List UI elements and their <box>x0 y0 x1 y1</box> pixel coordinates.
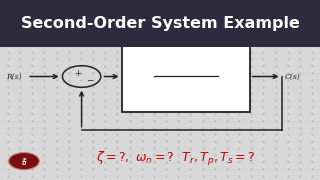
Circle shape <box>9 152 39 170</box>
Text: Second-Order System Example: Second-Order System Example <box>20 16 300 31</box>
Text: D: D <box>22 161 26 166</box>
Text: $\zeta =?,\ \omega_n =?\ \ T_r, T_p, T_s =?$: $\zeta =?,\ \omega_n =?\ \ T_r, T_p, T_s… <box>96 150 256 168</box>
Text: E: E <box>22 158 26 163</box>
Bar <box>122 40 250 112</box>
Text: 2: 2 <box>182 51 189 64</box>
Text: S(S+2): S(S+2) <box>169 89 202 98</box>
Text: R(s): R(s) <box>6 73 22 80</box>
Text: C(s): C(s) <box>285 73 300 80</box>
Text: +: + <box>74 69 81 78</box>
Text: −: − <box>86 76 93 86</box>
Bar <box>0 0 320 47</box>
